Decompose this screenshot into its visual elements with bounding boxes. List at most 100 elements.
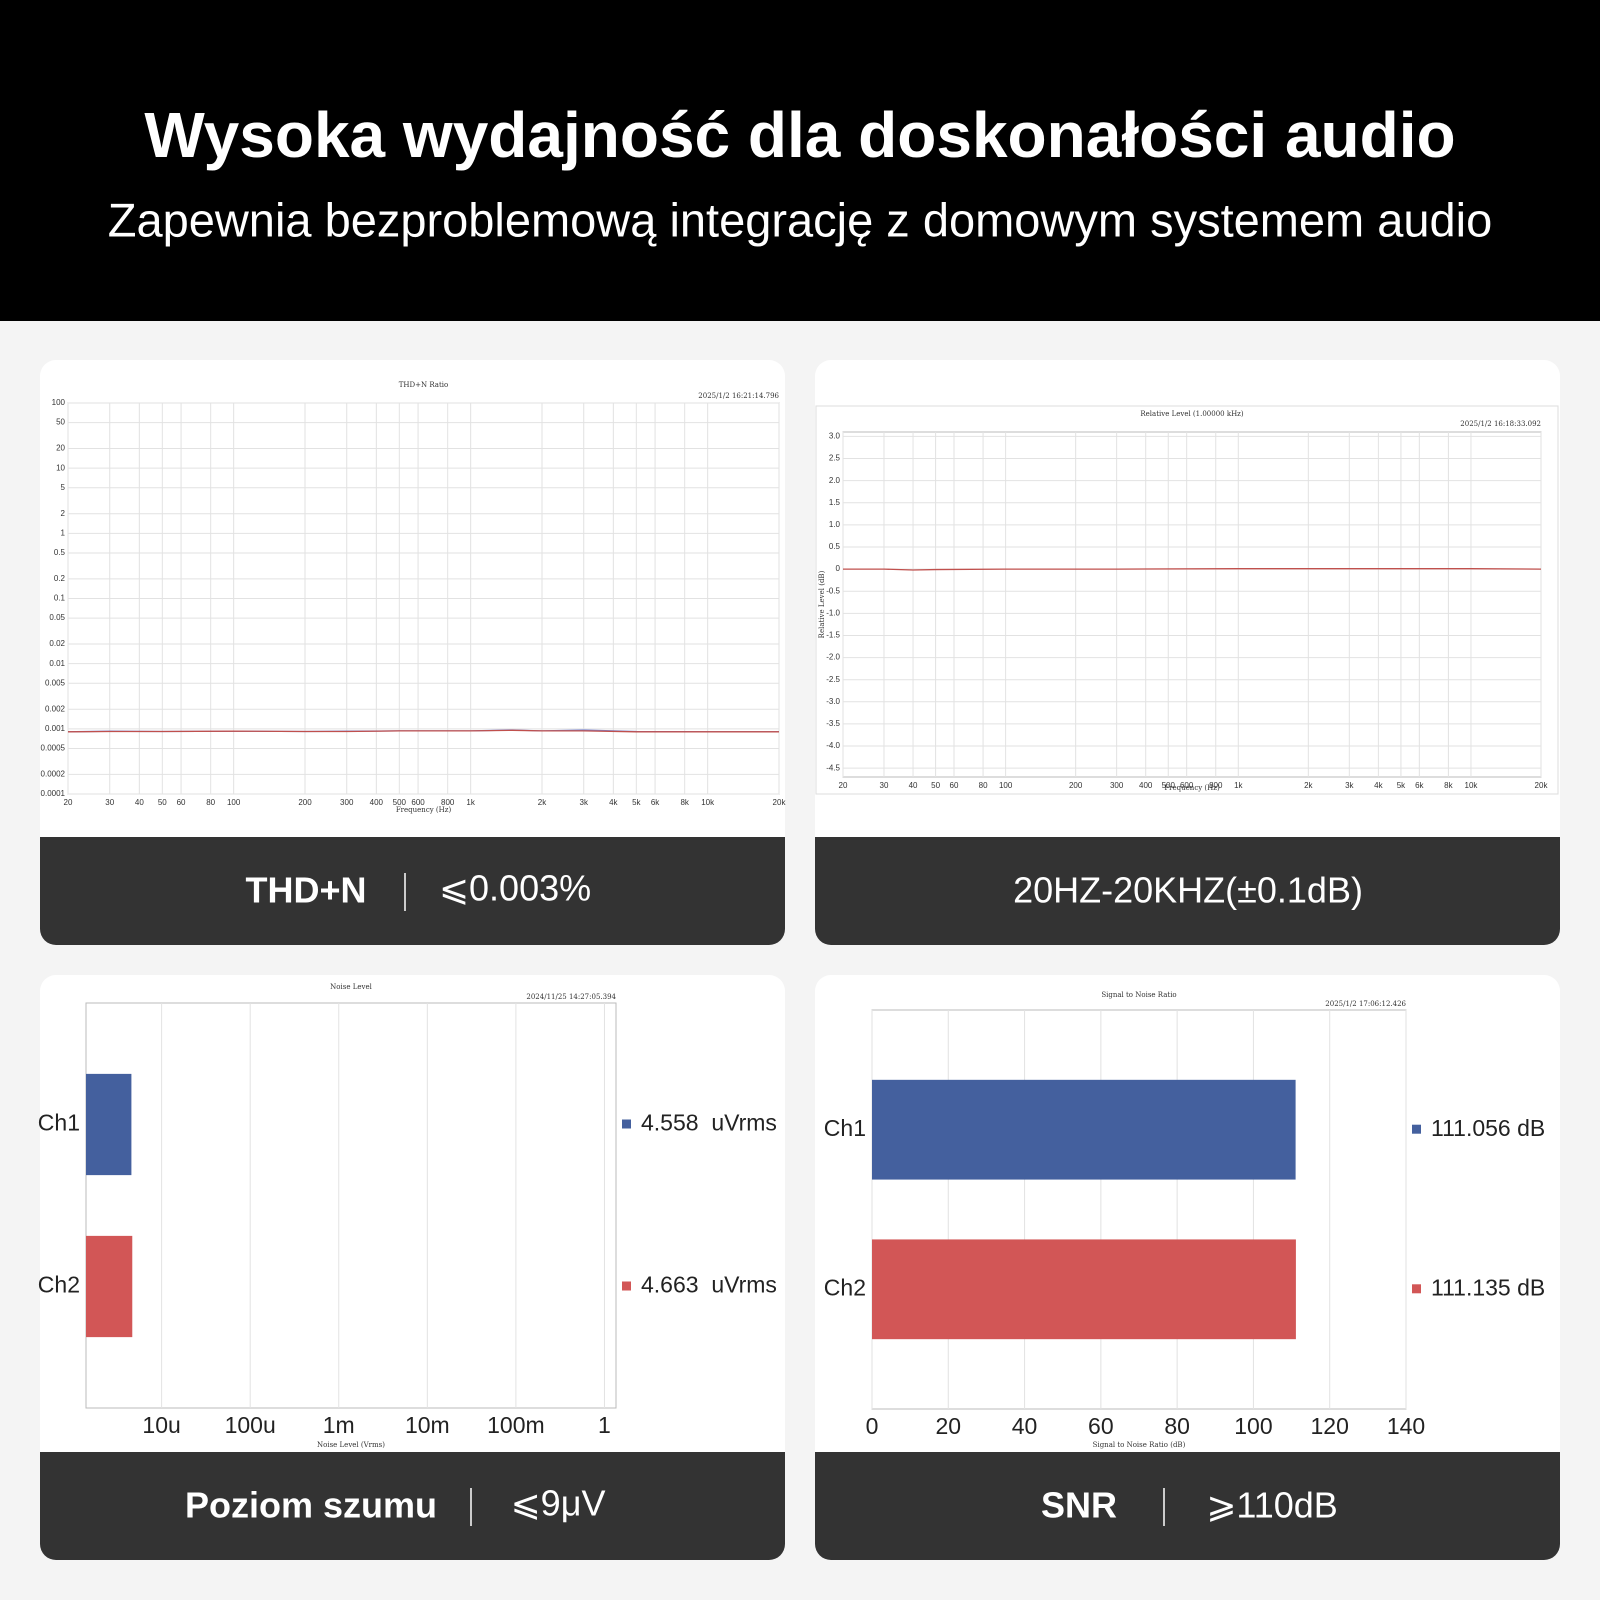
x-axis-label: Signal to Noise Ratio (dB) xyxy=(1093,1441,1186,1449)
x-tick-label: 4k xyxy=(1374,781,1383,790)
y-tick-label: -2.5 xyxy=(826,675,840,684)
x-axis-label: Frequency (Hz) xyxy=(396,806,452,814)
x-tick-label: 30 xyxy=(880,781,889,790)
x-tick-label: 1k xyxy=(466,798,475,807)
x-tick-label: 5k xyxy=(632,798,641,807)
x-tick-label: 20k xyxy=(773,798,787,807)
timestamp: 2025/1/2 16:21:14.796 xyxy=(698,392,779,400)
line-series xyxy=(843,568,1542,571)
legend-swatch xyxy=(622,1119,631,1129)
y-tick-label: 1.5 xyxy=(829,498,841,507)
y-tick-label: 0.5 xyxy=(829,542,841,551)
x-tick-label: 600 xyxy=(1180,781,1194,790)
value-label: 111.056 dB xyxy=(1431,1115,1545,1141)
value-label: 111.135 dB xyxy=(1431,1274,1545,1300)
timestamp: 2025/1/2 16:18:33.092 xyxy=(1460,420,1541,428)
x-tick-label: 3k xyxy=(1345,781,1354,790)
x-tick-label: 30 xyxy=(105,798,114,807)
y-tick-label: 2 xyxy=(61,509,66,518)
x-tick-label: 400 xyxy=(370,798,384,807)
legend-swatch xyxy=(1412,1124,1421,1134)
y-tick-label: -3.5 xyxy=(826,719,840,728)
timestamp: 2025/1/2 17:06:12.426 xyxy=(1325,1000,1406,1008)
y-tick-label: 0.5 xyxy=(54,548,66,557)
x-tick-label: 100 xyxy=(1234,1413,1272,1439)
y-tick-label: 1 xyxy=(61,528,66,537)
y-tick-label: 50 xyxy=(56,418,65,427)
y-tick-label: -0.5 xyxy=(826,586,840,595)
x-tick-label: 2k xyxy=(1304,781,1313,790)
x-tick-label: 1 xyxy=(598,1412,611,1438)
y-tick-label: 3.0 xyxy=(829,432,841,441)
card-label: SNR xyxy=(1041,1485,1117,1526)
x-tick-label: 1k xyxy=(1234,781,1243,790)
x-tick-label: 60 xyxy=(177,798,186,807)
y-tick-label: 0.05 xyxy=(49,613,65,622)
y-tick-label: -4.0 xyxy=(826,741,840,750)
y-axis-label: Relative Level (dB) xyxy=(818,570,826,638)
x-tick-label: 1m xyxy=(323,1412,355,1438)
x-tick-label: 500 xyxy=(1162,781,1176,790)
x-tick-label: 40 xyxy=(135,798,144,807)
y-tick-label: -1.0 xyxy=(826,608,840,617)
plot-area xyxy=(85,1002,617,1409)
x-tick-label: 6k xyxy=(1415,781,1424,790)
x-tick-label: 10k xyxy=(1465,781,1479,790)
header-band xyxy=(0,0,1600,321)
x-tick-label: 60 xyxy=(950,781,959,790)
x-tick-label: 6k xyxy=(651,798,660,807)
x-tick-label: 100 xyxy=(227,798,241,807)
y-tick-label: 100 xyxy=(52,398,66,407)
x-tick-label: 80 xyxy=(979,781,988,790)
x-tick-label: 60 xyxy=(1088,1413,1114,1439)
y-tick-label: 0.002 xyxy=(45,704,66,713)
x-axis-label: Noise Level (Vrms) xyxy=(317,1441,385,1449)
card-value: 20HZ-20KHZ(±0.1dB) xyxy=(1013,870,1363,911)
y-tick-label: 0.02 xyxy=(49,639,65,648)
x-tick-label: 800 xyxy=(1209,781,1223,790)
x-tick-label: 600 xyxy=(411,798,425,807)
chart-title: Noise Level xyxy=(330,983,372,991)
x-tick-label: 500 xyxy=(393,798,407,807)
y-tick-label: 10 xyxy=(56,463,65,472)
x-tick-label: 20 xyxy=(64,798,73,807)
x-tick-label: 50 xyxy=(158,798,167,807)
y-tick-label: 0.0001 xyxy=(41,789,66,798)
x-tick-label: 50 xyxy=(931,781,940,790)
x-tick-label: 800 xyxy=(441,798,455,807)
y-tick-label: 0.0002 xyxy=(41,769,66,778)
y-tick-label: 2.5 xyxy=(829,454,841,463)
chart-title: Signal to Noise Ratio xyxy=(1101,991,1176,999)
value-label: 4.663 uVrms xyxy=(641,1272,777,1298)
y-tick-label: -3.0 xyxy=(826,697,840,706)
x-tick-label: 40 xyxy=(1012,1413,1038,1439)
y-tick-label: 0.01 xyxy=(49,659,65,668)
y-tick-label: -2.0 xyxy=(826,653,840,662)
card-value: ⩽9μV xyxy=(511,1483,606,1524)
category-label: Ch2 xyxy=(824,1274,866,1300)
y-tick-label: 0 xyxy=(836,564,841,573)
card-label: Poziom szumu xyxy=(185,1485,437,1526)
header-subtitle: Zapewnia bezproblemową integrację z domo… xyxy=(108,193,1493,246)
x-tick-label: 120 xyxy=(1311,1413,1349,1439)
x-tick-label: 80 xyxy=(206,798,215,807)
y-tick-label: 0.005 xyxy=(45,678,66,687)
card-value: ⩾110dB xyxy=(1206,1485,1338,1526)
x-tick-label: 20 xyxy=(839,781,848,790)
x-tick-label: 80 xyxy=(1164,1413,1190,1439)
bar xyxy=(86,1073,132,1176)
x-tick-label: 100m xyxy=(487,1412,545,1438)
bar xyxy=(86,1235,133,1338)
chart-title: Relative Level (1.00000 kHz) xyxy=(1140,410,1243,418)
x-tick-label: 200 xyxy=(298,798,312,807)
header-title: Wysoka wydajność dla doskonałości audio xyxy=(144,99,1455,171)
x-tick-label: 10u xyxy=(142,1412,180,1438)
x-tick-label: 8k xyxy=(1444,781,1453,790)
y-tick-label: 2.0 xyxy=(829,476,841,485)
x-tick-label: 300 xyxy=(340,798,354,807)
x-tick-label: 3k xyxy=(580,798,589,807)
card xyxy=(40,360,785,945)
card-label: THD+N xyxy=(245,870,366,911)
value-label: 4.558 uVrms xyxy=(641,1110,777,1136)
